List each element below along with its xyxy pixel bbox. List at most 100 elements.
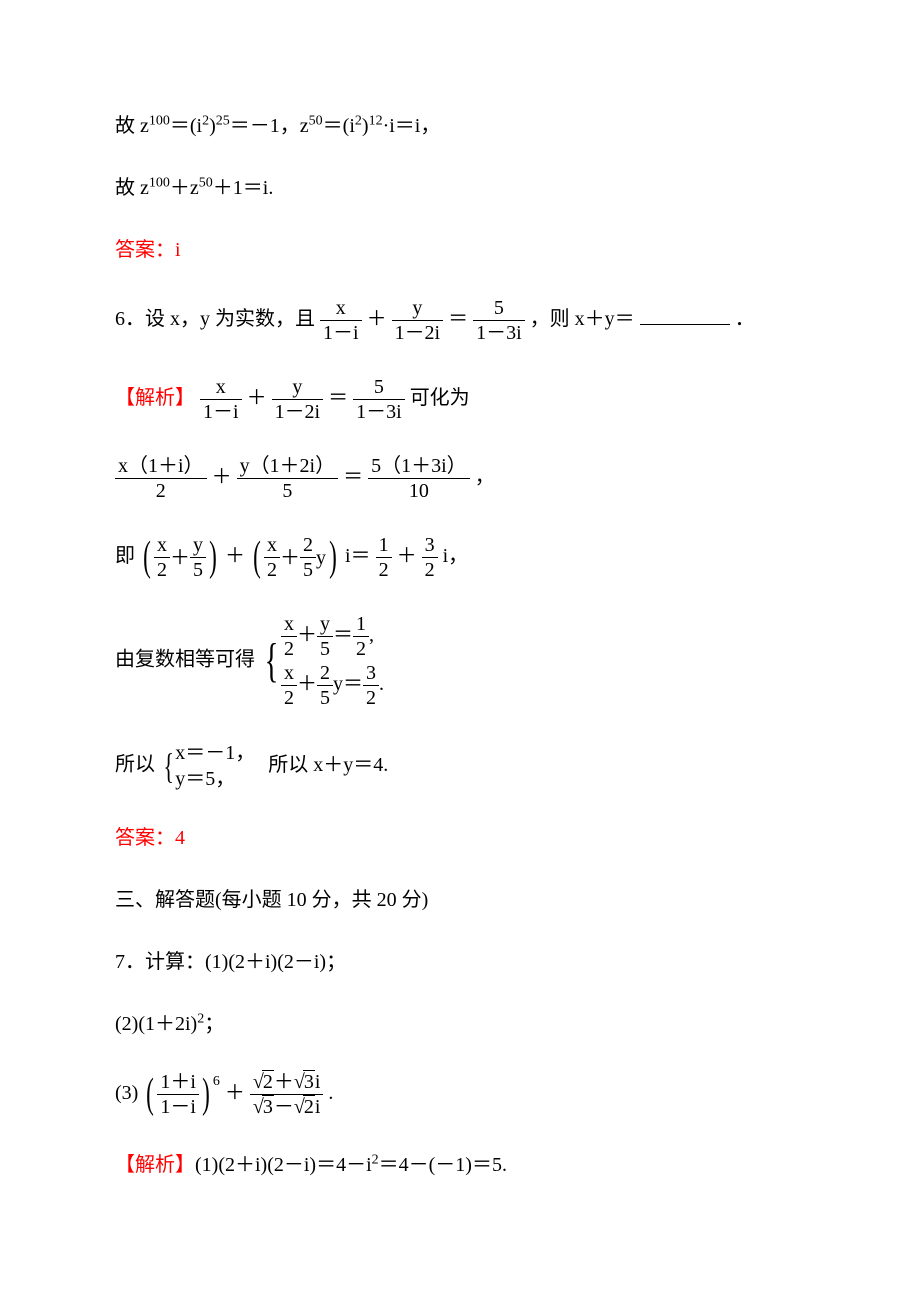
paren-group: ( 1＋i1－i ): [143, 1070, 213, 1119]
fraction: x（1＋i）2: [115, 454, 207, 503]
solution-6-line-5: 所以 { x＝－1， y＝5， 所以 x＋y＝4.: [115, 740, 805, 792]
answer-2: 答案：4: [115, 822, 805, 854]
brace-left-icon: {: [163, 752, 173, 781]
fraction: y1－2i: [392, 296, 444, 345]
sup: 50: [309, 113, 323, 128]
sup: 50: [199, 175, 213, 190]
txt: ＝(i: [170, 115, 202, 137]
txt: ＝－1，z: [230, 115, 309, 137]
sup: 12: [369, 113, 383, 128]
txt: 可化为: [410, 387, 470, 409]
txt: ＝: [448, 308, 468, 330]
page: 故 z100＝(i2)25＝－1，z50＝(i2)12·i＝i， 故 z100＋…: [0, 0, 920, 1302]
paren-group: ( x2 ＋ y5 ): [140, 533, 220, 582]
solution-7: 【解析】(1)(2＋i)(2－i)＝4－i2＝4－(－1)＝5.: [115, 1149, 805, 1181]
txt: ·i＝i，: [383, 115, 441, 137]
txt: 即: [115, 545, 135, 567]
solution-6-line-3: 即 ( x2 ＋ y5 ) ＋ ( x2 ＋ 25 y ) i＝ 12 ＋ 32…: [115, 533, 805, 582]
paren-right-icon: ): [329, 542, 337, 574]
fraction: x2: [264, 533, 280, 582]
sqrt-icon: 2: [253, 1070, 274, 1094]
question-7-2: (2)(1＋2i)2；: [115, 1008, 805, 1040]
answer-label: 答案：: [115, 827, 175, 849]
txt: 由复数相等可得: [115, 649, 255, 671]
txt: (1)(2＋i)(2－i)＝4－i: [195, 1154, 372, 1176]
txt: ): [209, 115, 216, 137]
question-7-1: 7．计算：(1)(2＋i)(2－i)；: [115, 946, 805, 978]
equation-system: { x＝－1， y＝5，: [160, 740, 255, 792]
fraction: 12: [376, 533, 392, 582]
sup: 2: [355, 113, 362, 128]
sqrt-icon: 3: [294, 1070, 315, 1094]
txt: ): [362, 115, 369, 137]
sup: 6: [213, 1074, 220, 1089]
fraction: x2: [281, 612, 297, 661]
txt: (3): [115, 1082, 138, 1104]
txt: 故 z: [115, 115, 149, 137]
txt: ＋: [247, 387, 267, 409]
txt: ＋z: [170, 177, 199, 199]
sqrt-icon: 3: [253, 1095, 274, 1119]
fraction: 12: [353, 612, 369, 661]
blank-underline: [640, 304, 730, 325]
equation-system: { x2＋y5＝12, x2＋25y＝32.: [260, 612, 384, 710]
solution-label: 【解析】: [115, 387, 195, 409]
system-row: x2＋y5＝12,: [281, 612, 384, 661]
txt: ＝: [343, 466, 363, 488]
paren-group: ( x2 ＋ 25 y ): [250, 533, 340, 582]
text-line-1: 故 z100＝(i2)25＝－1，z50＝(i2)12·i＝i，: [115, 110, 805, 142]
txt: ．: [735, 308, 755, 330]
sup: 100: [149, 175, 170, 190]
paren-left-icon: (: [146, 1079, 154, 1111]
txt: ＋: [170, 542, 190, 574]
fraction: y5: [190, 533, 206, 582]
txt: 6．设 x，y 为实数，且: [115, 308, 315, 330]
txt: 所以 x＋y＝4.: [268, 754, 388, 776]
fraction: x1－i: [320, 296, 362, 345]
answer-1: 答案：i: [115, 234, 805, 266]
solution-6-line-4: 由复数相等可得 { x2＋y5＝12, x2＋25y＝32.: [115, 612, 805, 710]
fraction: 25: [317, 661, 333, 710]
txt: ＝: [328, 387, 348, 409]
solution-6-line-2: x（1＋i）2 ＋ y（1＋2i）5 ＝ 5（1＋3i）10 ，: [115, 454, 805, 503]
brace-left-icon: {: [265, 642, 279, 680]
txt: .: [328, 1082, 333, 1104]
txt: ＋1＝i.: [213, 177, 274, 199]
fraction: 25: [300, 533, 316, 582]
system-row: x2＋25y＝32.: [281, 661, 384, 710]
txt: 故 z: [115, 177, 149, 199]
fraction: y（1＋2i）5: [237, 454, 339, 503]
txt: ，: [475, 466, 495, 488]
fraction: y5: [317, 612, 333, 661]
sup: 2: [372, 1152, 379, 1167]
question-6: 6．设 x，y 为实数，且 x1－i ＋ y1－2i ＝ 51－3i ，则 x＋…: [115, 296, 805, 345]
fraction: 1＋i1－i: [157, 1070, 199, 1119]
txt: y: [316, 542, 326, 574]
fraction: 2＋3i 3－2i: [250, 1070, 324, 1119]
fraction: 5（1＋3i）10: [368, 454, 470, 503]
paren-right-icon: ): [202, 1079, 210, 1111]
fraction-den: 3－2i: [250, 1094, 324, 1119]
txt: 所以: [115, 754, 155, 776]
sup: 25: [216, 113, 230, 128]
answer-value: 4: [175, 827, 185, 849]
fraction: 32: [422, 533, 438, 582]
fraction: 51－3i: [473, 296, 525, 345]
question-7-3: (3) ( 1＋i1－i ) 6 ＋ 2＋3i 3－2i .: [115, 1070, 805, 1119]
solution-label: 【解析】: [115, 1154, 195, 1176]
txt: ＋: [225, 1082, 245, 1104]
fraction: 32: [363, 661, 379, 710]
sqrt-icon: 2: [294, 1095, 315, 1119]
txt: i＝: [345, 545, 371, 567]
answer-value: i: [175, 239, 181, 261]
txt: ＋: [367, 308, 387, 330]
txt: ＝4－(－1)＝5.: [379, 1154, 507, 1176]
system-row: x＝－1，: [175, 740, 255, 766]
section-3-heading: 三、解答题(每小题 10 分，共 20 分): [115, 884, 805, 916]
solution-6-line-1: 【解析】 x1－i ＋ y1－2i ＝ 51－3i 可化为: [115, 375, 805, 424]
fraction: y1－2i: [272, 375, 324, 424]
txt: ＋: [280, 542, 300, 574]
fraction: x2: [154, 533, 170, 582]
system-rows: x＝－1， y＝5，: [175, 740, 255, 792]
txt: ＋: [397, 545, 417, 567]
